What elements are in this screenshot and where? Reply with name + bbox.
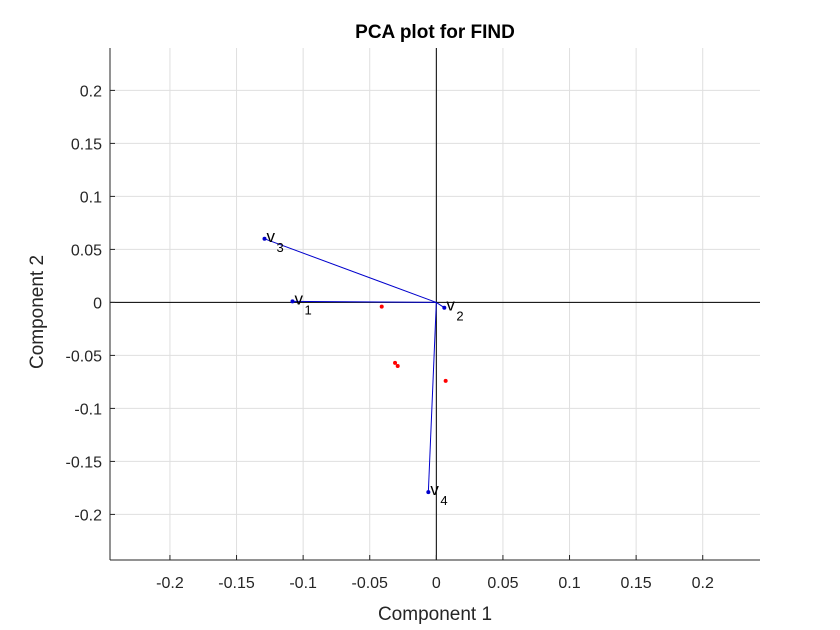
vector-endpoint (442, 305, 447, 310)
vector-label-subscript: 3 (277, 240, 284, 255)
chart-title: PCA plot for FIND (355, 22, 515, 43)
x-tick-label: 0.05 (487, 575, 518, 592)
x-tick-label: 0.2 (692, 575, 714, 592)
plot-area: -0.2 -0.15 -0.1 -0.05 0 0.05 0.1 0.15 0.2 0.2 0.15… (66, 48, 760, 592)
x-tick-label: 0 (432, 575, 441, 592)
vector-label-subscript: 4 (440, 493, 447, 508)
y-tick-label: -0.05 (66, 348, 103, 365)
x-tick-label: 0.15 (621, 575, 652, 592)
y-axis-label: Component 2 (27, 255, 48, 369)
x-axis-label: Component 1 (378, 604, 492, 625)
vector-endpoint (262, 236, 267, 241)
x-tick-label: -0.1 (289, 575, 317, 592)
y-tick-label: 0.15 (71, 136, 102, 153)
y-tick-label: -0.1 (74, 401, 102, 418)
observation-point (443, 378, 448, 383)
vector-label: v (430, 480, 439, 499)
x-tick-label: -0.05 (351, 575, 388, 592)
x-tick-label: 0.1 (558, 575, 580, 592)
observation-point (393, 360, 398, 365)
observation-point (395, 364, 400, 369)
y-tick-label: 0 (93, 295, 102, 312)
y-tick-label: -0.2 (74, 507, 102, 524)
observation-point (379, 304, 384, 309)
vector-label-subscript: 2 (456, 309, 463, 324)
vector-endpoint (290, 299, 295, 304)
vector-line (292, 300, 437, 303)
vector-line (264, 238, 437, 303)
axes-background (110, 48, 760, 560)
vector-label: v (294, 289, 303, 308)
vector-label: v (267, 227, 276, 246)
y-tick-label: 0.05 (71, 242, 102, 259)
vector-endpoint (426, 490, 431, 495)
y-tick-label: -0.15 (66, 454, 103, 471)
y-tick-label: 0.1 (80, 189, 102, 206)
vector-label: v (446, 296, 455, 315)
x-tick-label: -0.15 (218, 575, 255, 592)
vector-line (427, 302, 437, 493)
x-tick-label: -0.2 (156, 575, 184, 592)
vector-label-subscript: 1 (304, 302, 311, 317)
y-tick-label: 0.2 (80, 83, 102, 100)
